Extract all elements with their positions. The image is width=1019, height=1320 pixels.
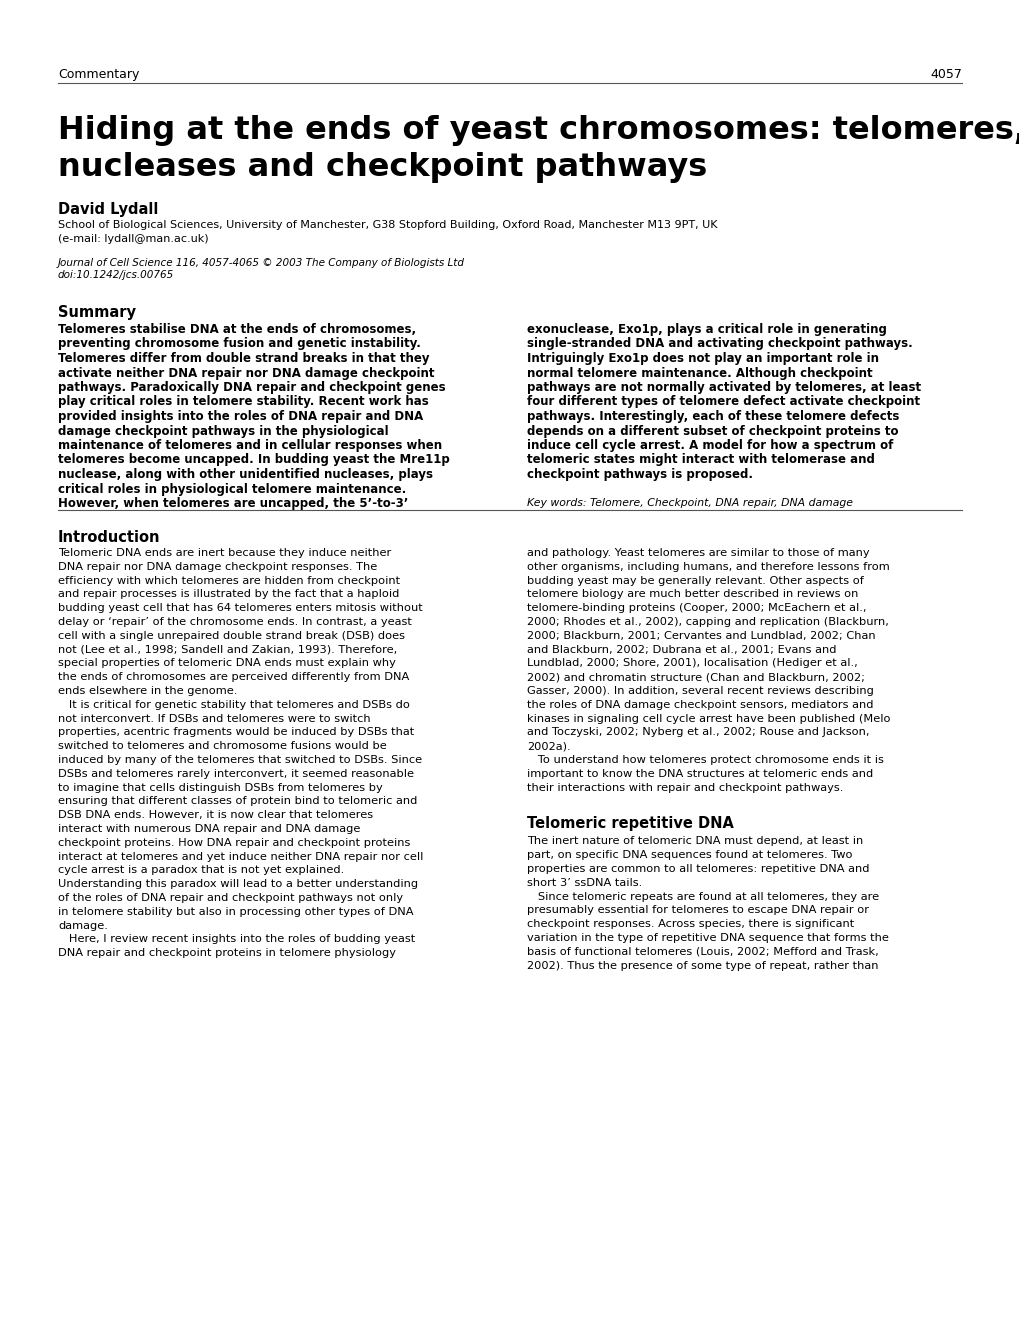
Text: to imagine that cells distinguish DSBs from telomeres by: to imagine that cells distinguish DSBs f… — [58, 783, 382, 792]
Text: special properties of telomeric DNA ends must explain why: special properties of telomeric DNA ends… — [58, 659, 395, 668]
Text: (e-mail: lydall@man.ac.uk): (e-mail: lydall@man.ac.uk) — [58, 234, 209, 244]
Text: maintenance of telomeres and in cellular responses when: maintenance of telomeres and in cellular… — [58, 440, 441, 451]
Text: DSB DNA ends. However, it is now clear that telomeres: DSB DNA ends. However, it is now clear t… — [58, 810, 373, 820]
Text: the ends of chromosomes are perceived differently from DNA: the ends of chromosomes are perceived di… — [58, 672, 409, 682]
Text: Summary: Summary — [58, 305, 136, 319]
Text: play critical roles in telomere stability. Recent work has: play critical roles in telomere stabilit… — [58, 396, 428, 408]
Text: provided insights into the roles of DNA repair and DNA: provided insights into the roles of DNA … — [58, 411, 423, 422]
Text: and Toczyski, 2002; Nyberg et al., 2002; Rouse and Jackson,: and Toczyski, 2002; Nyberg et al., 2002;… — [527, 727, 868, 738]
Text: variation in the type of repetitive DNA sequence that forms the: variation in the type of repetitive DNA … — [527, 933, 888, 942]
Text: It is critical for genetic stability that telomeres and DSBs do: It is critical for genetic stability tha… — [58, 700, 410, 710]
Text: Telomeric repetitive DNA: Telomeric repetitive DNA — [527, 816, 733, 832]
Text: not (Lee et al., 1998; Sandell and Zakian, 1993). Therefore,: not (Lee et al., 1998; Sandell and Zakia… — [58, 644, 396, 655]
Text: and repair processes is illustrated by the fact that a haploid: and repair processes is illustrated by t… — [58, 590, 399, 599]
Text: checkpoint proteins. How DNA repair and checkpoint proteins: checkpoint proteins. How DNA repair and … — [58, 838, 410, 847]
Text: efficiency with which telomeres are hidden from checkpoint: efficiency with which telomeres are hidd… — [58, 576, 399, 586]
Text: Commentary: Commentary — [58, 69, 140, 81]
Text: Gasser, 2000). In addition, several recent reviews describing: Gasser, 2000). In addition, several rece… — [527, 686, 873, 696]
Text: checkpoint responses. Across species, there is significant: checkpoint responses. Across species, th… — [527, 919, 854, 929]
Text: in telomere stability but also in processing other types of DNA: in telomere stability but also in proces… — [58, 907, 413, 917]
Text: Telomeres stabilise DNA at the ends of chromosomes,: Telomeres stabilise DNA at the ends of c… — [58, 323, 416, 337]
Text: ensuring that different classes of protein bind to telomeric and: ensuring that different classes of prote… — [58, 796, 417, 807]
Text: interact with numerous DNA repair and DNA damage: interact with numerous DNA repair and DN… — [58, 824, 360, 834]
Text: Since telomeric repeats are found at all telomeres, they are: Since telomeric repeats are found at all… — [527, 891, 878, 902]
Text: telomeres become uncapped. In budding yeast the Mre11p: telomeres become uncapped. In budding ye… — [58, 454, 449, 466]
Text: However, when telomeres are uncapped, the 5’-to-3’: However, when telomeres are uncapped, th… — [58, 498, 408, 510]
Text: other organisms, including humans, and therefore lessons from: other organisms, including humans, and t… — [527, 562, 889, 572]
Text: pathways. Interestingly, each of these telomere defects: pathways. Interestingly, each of these t… — [527, 411, 899, 422]
Text: induce cell cycle arrest. A model for how a spectrum of: induce cell cycle arrest. A model for ho… — [527, 440, 893, 451]
Text: Journal of Cell Science 116, 4057-4065 © 2003 The Company of Biologists Ltd: Journal of Cell Science 116, 4057-4065 ©… — [58, 257, 465, 268]
Text: telomere-binding proteins (Cooper, 2000; McEachern et al.,: telomere-binding proteins (Cooper, 2000;… — [527, 603, 866, 614]
Text: budding yeast may be generally relevant. Other aspects of: budding yeast may be generally relevant.… — [527, 576, 863, 586]
Text: Understanding this paradox will lead to a better understanding: Understanding this paradox will lead to … — [58, 879, 418, 890]
Text: preventing chromosome fusion and genetic instability.: preventing chromosome fusion and genetic… — [58, 338, 421, 351]
Text: DNA repair and checkpoint proteins in telomere physiology: DNA repair and checkpoint proteins in te… — [58, 948, 395, 958]
Text: 4057: 4057 — [929, 69, 961, 81]
Text: pathways are not normally activated by telomeres, at least: pathways are not normally activated by t… — [527, 381, 920, 393]
Text: properties are common to all telomeres: repetitive DNA and: properties are common to all telomeres: … — [527, 865, 868, 874]
Text: pathways. Paradoxically DNA repair and checkpoint genes: pathways. Paradoxically DNA repair and c… — [58, 381, 445, 393]
Text: damage checkpoint pathways in the physiological: damage checkpoint pathways in the physio… — [58, 425, 388, 437]
Text: of the roles of DNA repair and checkpoint pathways not only: of the roles of DNA repair and checkpoin… — [58, 894, 403, 903]
Text: DNA repair nor DNA damage checkpoint responses. The: DNA repair nor DNA damage checkpoint res… — [58, 562, 377, 572]
Text: 2000; Rhodes et al., 2002), capping and replication (Blackburn,: 2000; Rhodes et al., 2002), capping and … — [527, 616, 888, 627]
Text: short 3’ ssDNA tails.: short 3’ ssDNA tails. — [527, 878, 642, 888]
Text: DSBs and telomeres rarely interconvert, it seemed reasonable: DSBs and telomeres rarely interconvert, … — [58, 768, 414, 779]
Text: Telomeres differ from double strand breaks in that they: Telomeres differ from double strand brea… — [58, 352, 429, 366]
Text: cycle arrest is a paradox that is not yet explained.: cycle arrest is a paradox that is not ye… — [58, 866, 344, 875]
Text: School of Biological Sciences, University of Manchester, G38 Stopford Building, : School of Biological Sciences, Universit… — [58, 220, 716, 230]
Text: nuclease, along with other unidentified nucleases, plays: nuclease, along with other unidentified … — [58, 469, 433, 480]
Text: the roles of DNA damage checkpoint sensors, mediators and: the roles of DNA damage checkpoint senso… — [527, 700, 872, 710]
Text: cell with a single unrepaired double strand break (DSB) does: cell with a single unrepaired double str… — [58, 631, 405, 640]
Text: exonuclease, Exo1p, plays a critical role in generating: exonuclease, Exo1p, plays a critical rol… — [527, 323, 886, 337]
Text: nucleases and checkpoint pathways: nucleases and checkpoint pathways — [58, 152, 706, 183]
Text: Intriguingly Exo1p does not play an important role in: Intriguingly Exo1p does not play an impo… — [527, 352, 878, 366]
Text: not interconvert. If DSBs and telomeres were to switch: not interconvert. If DSBs and telomeres … — [58, 714, 370, 723]
Text: To understand how telomeres protect chromosome ends it is: To understand how telomeres protect chro… — [527, 755, 883, 766]
Text: critical roles in physiological telomere maintenance.: critical roles in physiological telomere… — [58, 483, 406, 495]
Text: switched to telomeres and chromosome fusions would be: switched to telomeres and chromosome fus… — [58, 742, 386, 751]
Text: doi:10.1242/jcs.00765: doi:10.1242/jcs.00765 — [58, 271, 174, 280]
Text: delay or ‘repair’ of the chromosome ends. In contrast, a yeast: delay or ‘repair’ of the chromosome ends… — [58, 616, 412, 627]
Text: four different types of telomere defect activate checkpoint: four different types of telomere defect … — [527, 396, 919, 408]
Text: telomeric states might interact with telomerase and: telomeric states might interact with tel… — [527, 454, 874, 466]
Text: Here, I review recent insights into the roles of budding yeast: Here, I review recent insights into the … — [58, 935, 415, 944]
Text: 2002a).: 2002a). — [527, 742, 570, 751]
Text: single-stranded DNA and activating checkpoint pathways.: single-stranded DNA and activating check… — [527, 338, 912, 351]
Text: induced by many of the telomeres that switched to DSBs. Since: induced by many of the telomeres that sw… — [58, 755, 422, 766]
Text: telomere biology are much better described in reviews on: telomere biology are much better describ… — [527, 590, 858, 599]
Text: budding yeast cell that has 64 telomeres enters mitosis without: budding yeast cell that has 64 telomeres… — [58, 603, 422, 614]
Text: kinases in signaling cell cycle arrest have been published (Melo: kinases in signaling cell cycle arrest h… — [527, 714, 890, 723]
Text: ends elsewhere in the genome.: ends elsewhere in the genome. — [58, 686, 237, 696]
Text: part, on specific DNA sequences found at telomeres. Two: part, on specific DNA sequences found at… — [527, 850, 852, 861]
Text: basis of functional telomeres (Louis, 2002; Mefford and Trask,: basis of functional telomeres (Louis, 20… — [527, 946, 878, 957]
Text: The inert nature of telomeric DNA must depend, at least in: The inert nature of telomeric DNA must d… — [527, 837, 862, 846]
Text: activate neither DNA repair nor DNA damage checkpoint: activate neither DNA repair nor DNA dama… — [58, 367, 434, 380]
Text: 2000; Blackburn, 2001; Cervantes and Lundblad, 2002; Chan: 2000; Blackburn, 2001; Cervantes and Lun… — [527, 631, 874, 640]
Text: important to know the DNA structures at telomeric ends and: important to know the DNA structures at … — [527, 768, 872, 779]
Text: damage.: damage. — [58, 920, 108, 931]
Text: 2002). Thus the presence of some type of repeat, rather than: 2002). Thus the presence of some type of… — [527, 961, 877, 970]
Text: checkpoint pathways is proposed.: checkpoint pathways is proposed. — [527, 469, 752, 480]
Text: Telomeric DNA ends are inert because they induce neither: Telomeric DNA ends are inert because the… — [58, 548, 391, 558]
Text: Lundblad, 2000; Shore, 2001), localisation (Hediger et al.,: Lundblad, 2000; Shore, 2001), localisati… — [527, 659, 857, 668]
Text: Hiding at the ends of yeast chromosomes: telomeres,: Hiding at the ends of yeast chromosomes:… — [58, 115, 1019, 147]
Text: depends on a different subset of checkpoint proteins to: depends on a different subset of checkpo… — [527, 425, 898, 437]
Text: interact at telomeres and yet induce neither DNA repair nor cell: interact at telomeres and yet induce nei… — [58, 851, 423, 862]
Text: Introduction: Introduction — [58, 531, 160, 545]
Text: 2002) and chromatin structure (Chan and Blackburn, 2002;: 2002) and chromatin structure (Chan and … — [527, 672, 864, 682]
Text: their interactions with repair and checkpoint pathways.: their interactions with repair and check… — [527, 783, 843, 792]
Text: David Lydall: David Lydall — [58, 202, 158, 216]
Text: properties, acentric fragments would be induced by DSBs that: properties, acentric fragments would be … — [58, 727, 414, 738]
Text: Key words: Telomere, Checkpoint, DNA repair, DNA damage: Key words: Telomere, Checkpoint, DNA rep… — [527, 499, 852, 508]
Text: presumably essential for telomeres to escape DNA repair or: presumably essential for telomeres to es… — [527, 906, 868, 915]
Text: and Blackburn, 2002; Dubrana et al., 2001; Evans and: and Blackburn, 2002; Dubrana et al., 200… — [527, 644, 836, 655]
Text: and pathology. Yeast telomeres are similar to those of many: and pathology. Yeast telomeres are simil… — [527, 548, 869, 558]
Text: normal telomere maintenance. Although checkpoint: normal telomere maintenance. Although ch… — [527, 367, 872, 380]
